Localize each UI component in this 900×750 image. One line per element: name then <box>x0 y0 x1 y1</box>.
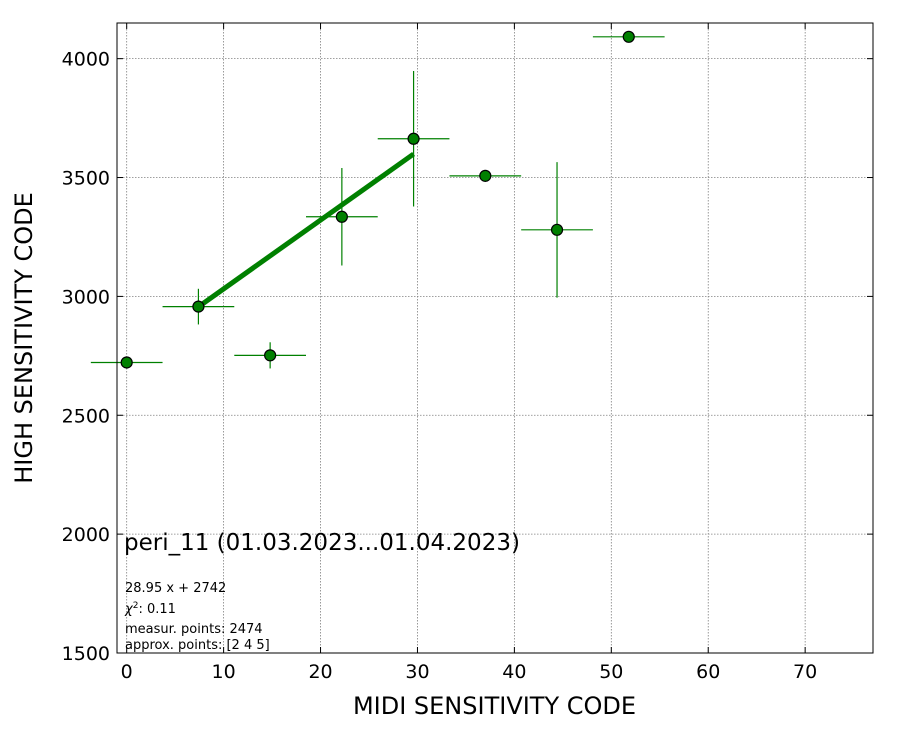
chi-exponent: 2 <box>133 601 139 611</box>
x-tick-label: 40 <box>502 661 526 683</box>
chi-symbol: χ <box>124 602 134 617</box>
annotation-fit-equation: 28.95 x + 2742 <box>125 581 226 596</box>
y-tick-label: 2500 <box>62 405 110 427</box>
data-point <box>550 223 564 236</box>
annotation-heading: peri_11 (01.03.2023...01.04.2023) <box>124 530 520 556</box>
data-point <box>264 349 277 362</box>
annotation-approx-points: approx. points: [2 4 5] <box>125 638 270 653</box>
y-tick-label: 3000 <box>62 286 110 308</box>
x-tick-label: 0 <box>121 661 133 683</box>
y-axis-label: HIGH SENSITIVITY CODE <box>10 192 38 484</box>
chi-colon: : <box>138 602 147 617</box>
y-tick-label: 4000 <box>62 49 110 71</box>
x-tick-label: 20 <box>308 661 332 683</box>
error-bars <box>90 36 665 369</box>
data-point <box>479 169 492 182</box>
fit-line <box>196 151 416 309</box>
fit-line-group <box>196 151 416 309</box>
y-tick-label: 3500 <box>62 168 110 190</box>
x-axis-label: MIDI SENSITIVITY CODE <box>353 692 636 720</box>
x-tick-label: 70 <box>793 661 817 683</box>
y-tick-labels: 1500 2000 2500 3000 3500 4000 <box>62 49 110 665</box>
y-tick-label: 1500 <box>62 643 110 665</box>
axis-ticks <box>117 23 873 654</box>
data-point <box>335 210 348 223</box>
y-tick-label: 2000 <box>62 524 110 546</box>
x-tick-label: 50 <box>599 661 623 683</box>
data-point <box>407 132 420 145</box>
annotation-measur-points: measur. points: 2474 <box>125 622 263 637</box>
data-points <box>120 30 635 369</box>
annotation-chi2: χ2: 0.11 <box>124 601 176 617</box>
grid-lines <box>117 23 873 654</box>
data-point <box>622 30 635 43</box>
plot-frame <box>116 22 874 654</box>
data-point <box>120 356 133 369</box>
x-tick-label: 10 <box>212 661 236 683</box>
data-point <box>192 300 205 313</box>
x-tick-labels: 0 10 20 30 40 50 60 70 <box>121 661 818 683</box>
chi2-value: 0.11 <box>147 602 176 617</box>
x-tick-label: 60 <box>696 661 720 683</box>
x-tick-label: 30 <box>405 661 429 683</box>
